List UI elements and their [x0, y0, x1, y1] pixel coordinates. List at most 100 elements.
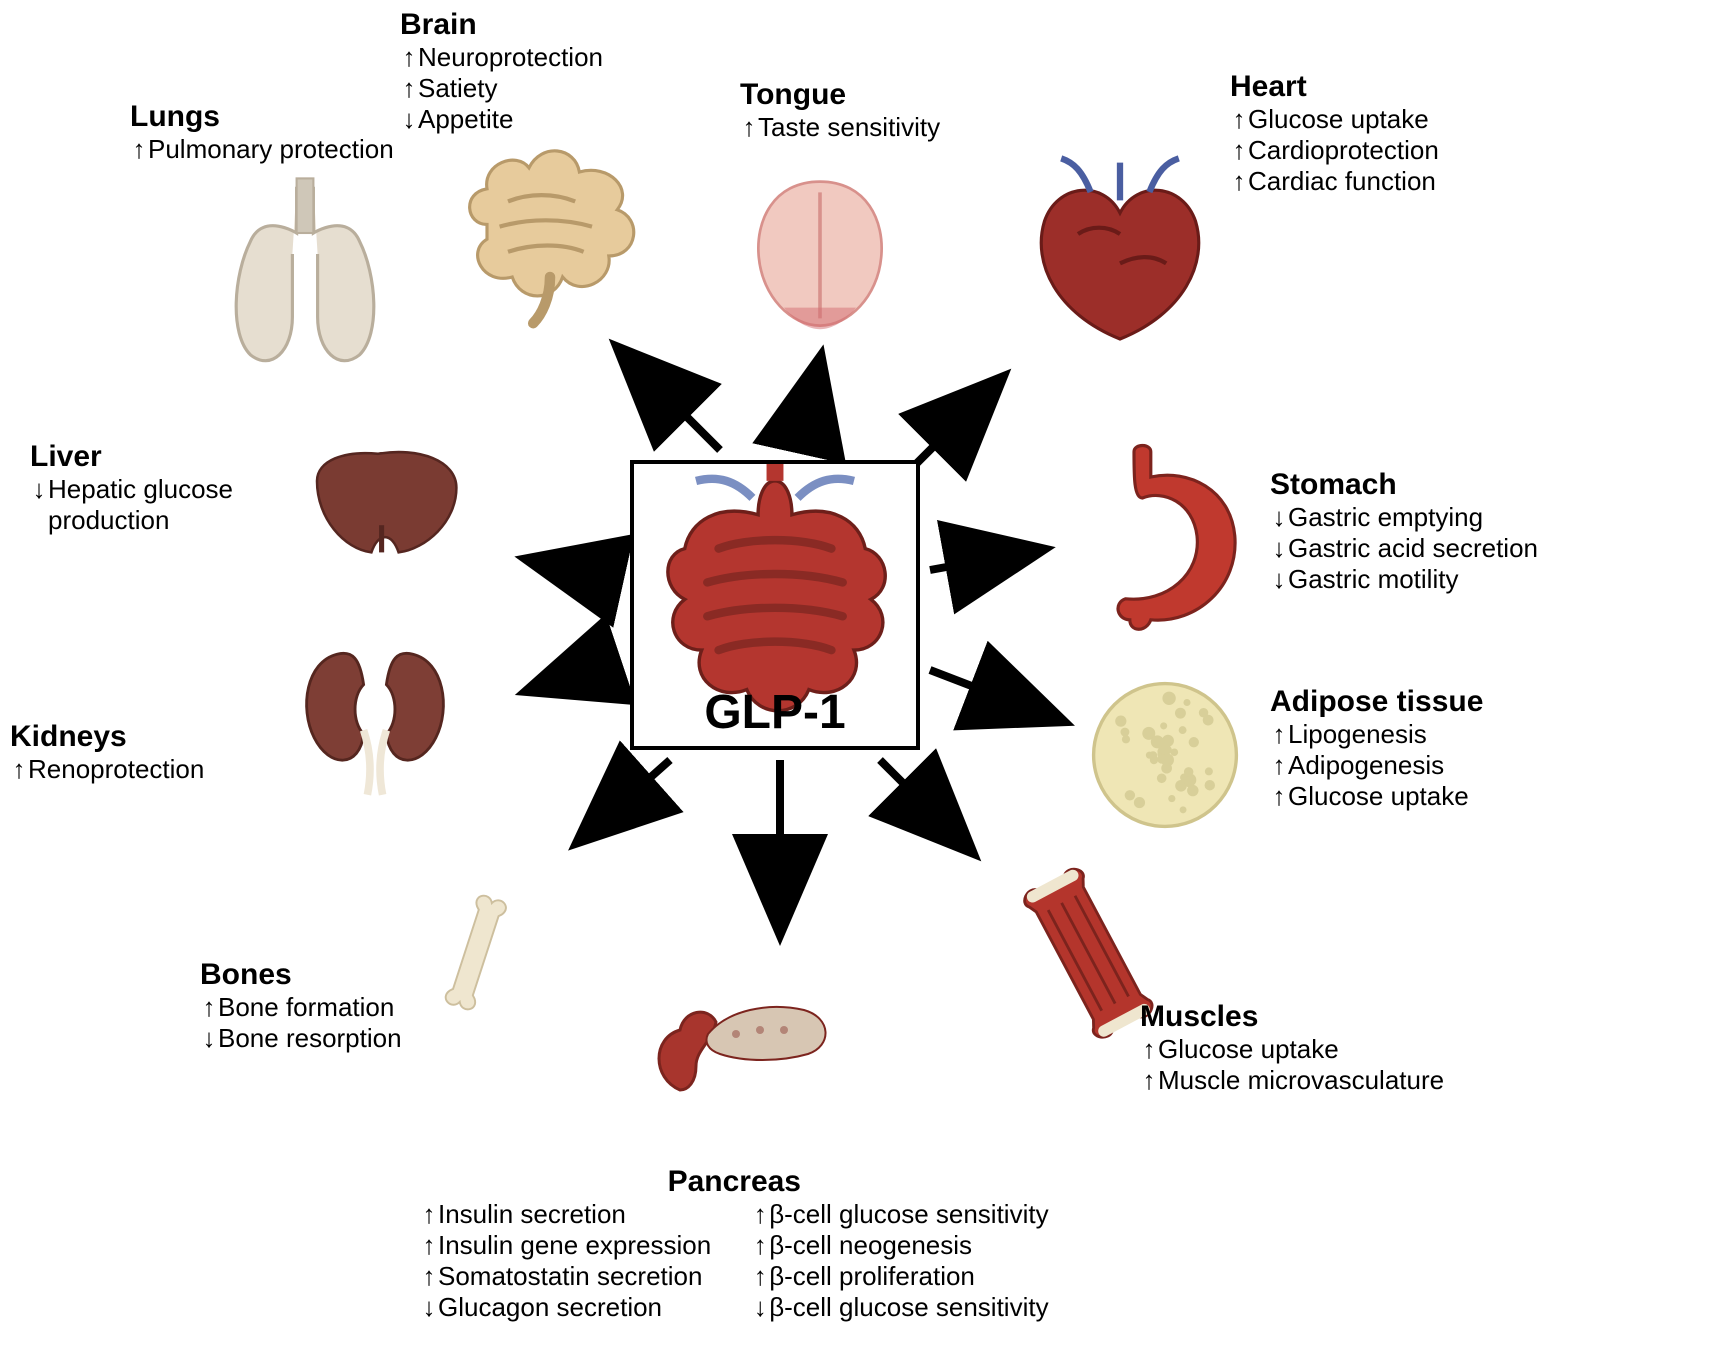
effect-arrow-down: ↓: [400, 104, 418, 135]
effect-row: ↑Bone formation: [200, 992, 402, 1023]
effect-row: ↑β-cell neogenesis: [751, 1230, 1048, 1261]
effect-text: production: [48, 505, 169, 535]
effect-arrow-down: ↓: [751, 1292, 769, 1323]
effect-row: ↓Appetite: [400, 104, 603, 135]
effect-text: Bone formation: [218, 992, 394, 1022]
effect-row: ↑Muscle microvasculature: [1140, 1065, 1444, 1096]
pancreas-icon: [580, 950, 900, 1150]
effect-row: ↑Lipogenesis: [1270, 719, 1483, 750]
effect-row: ↑Glucose uptake: [1230, 104, 1439, 135]
pancreas-col-left: ↑Insulin secretion↑Insulin gene expressi…: [420, 1199, 711, 1323]
effect-row: ↑β-cell glucose sensitivity: [751, 1199, 1048, 1230]
effect-row: ↓Hepatic glucose: [30, 474, 233, 505]
effect-arrow-up: ↑: [751, 1199, 769, 1230]
pancreas-block: Pancreas↑Insulin secretion↑Insulin gene …: [420, 1165, 1049, 1323]
arrow-to-brain: [620, 350, 720, 450]
effect-row: ↑β-cell proliferation: [751, 1261, 1048, 1292]
effect-row: ↓Bone resorption: [200, 1023, 402, 1054]
kidneys-block: Kidneys↑Renoprotection: [10, 720, 204, 785]
effect-arrow-up: ↑: [1140, 1065, 1158, 1096]
liver-icon: [260, 430, 510, 600]
lungs-icon: [190, 170, 420, 380]
effect-text: Bone resorption: [218, 1023, 402, 1053]
effect-arrow-up: ↑: [420, 1199, 438, 1230]
effect-row: ↓Glucagon secretion: [420, 1292, 711, 1323]
effect-arrow-up: ↑: [740, 112, 758, 143]
stomach-block: Stomach↓Gastric emptying↓Gastric acid se…: [1270, 468, 1538, 595]
effect-arrow-up: ↑: [751, 1230, 769, 1261]
tongue-icon: [730, 160, 910, 340]
effect-text: Satiety: [418, 73, 498, 103]
effect-arrow-down: ↓: [1270, 533, 1288, 564]
effect-text: Cardiac function: [1248, 166, 1436, 196]
center-box: GLP-1: [630, 460, 920, 750]
stomach-icon: [1050, 430, 1260, 650]
effect-text: Neuroprotection: [418, 42, 603, 72]
effect-row: ↑Cardiac function: [1230, 166, 1439, 197]
effect-row: ↓β-cell glucose sensitivity: [751, 1292, 1048, 1323]
heart-title: Heart: [1230, 70, 1439, 104]
effect-arrow-up: ↑: [1270, 781, 1288, 812]
effect-arrow-down: ↓: [1270, 502, 1288, 533]
effect-row: ↓Gastric acid secretion: [1270, 533, 1538, 564]
effect-row: ↑Cardioprotection: [1230, 135, 1439, 166]
effect-text: Gastric acid secretion: [1288, 533, 1538, 563]
liver-block: Liver↓Hepatic glucoseproduction: [30, 440, 233, 536]
effect-arrow-up: ↑: [1230, 135, 1248, 166]
effect-row: ↑Glucose uptake: [1140, 1034, 1444, 1065]
muscles-block: Muscles↑Glucose uptake↑Muscle microvascu…: [1140, 1000, 1444, 1096]
stomach-title: Stomach: [1270, 468, 1538, 502]
arrow-to-liver: [530, 560, 620, 580]
effect-text: Glucose uptake: [1288, 781, 1469, 811]
effect-row: ↑Pulmonary protection: [130, 134, 394, 165]
effect-text: β-cell glucose sensitivity: [769, 1199, 1048, 1229]
effect-arrow-up: ↑: [200, 992, 218, 1023]
effect-arrow-down: ↓: [1270, 564, 1288, 595]
pancreas-col-right: ↑β-cell glucose sensitivity↑β-cell neoge…: [751, 1199, 1048, 1323]
effect-row: ↑Somatostatin secretion: [420, 1261, 711, 1292]
effect-row: ↓Gastric motility: [1270, 564, 1538, 595]
effect-text: β-cell glucose sensitivity: [769, 1292, 1048, 1322]
tongue-title: Tongue: [740, 78, 940, 112]
effect-row: ↑Adipogenesis: [1270, 750, 1483, 781]
effect-arrow-up: ↑: [420, 1261, 438, 1292]
effect-text: Somatostatin secretion: [438, 1261, 702, 1291]
effect-text: Gastric emptying: [1288, 502, 1483, 532]
effect-text: Insulin secretion: [438, 1199, 626, 1229]
bones-block: Bones↑Bone formation↓Bone resorption: [200, 958, 402, 1054]
effect-arrow-up: ↑: [420, 1230, 438, 1261]
effect-text: Muscle microvasculature: [1158, 1065, 1444, 1095]
heart-block: Heart↑Glucose uptake↑Cardioprotection↑Ca…: [1230, 70, 1439, 197]
heart-icon: [1010, 150, 1230, 360]
effect-arrow-up: ↑: [1270, 719, 1288, 750]
effect-arrow-up: ↑: [1140, 1034, 1158, 1065]
effect-arrow-up: ↑: [1230, 166, 1248, 197]
arrow-to-bones: [580, 760, 670, 840]
effect-text: Insulin gene expression: [438, 1230, 711, 1260]
effect-arrow-up: ↑: [1230, 104, 1248, 135]
effect-text: Pulmonary protection: [148, 134, 394, 164]
lungs-block: Lungs↑Pulmonary protection: [130, 100, 394, 165]
tongue-block: Tongue↑Taste sensitivity: [740, 78, 940, 143]
kidneys-icon: [250, 620, 500, 810]
arrow-to-tongue: [800, 360, 820, 450]
lungs-title: Lungs: [130, 100, 394, 134]
arrow-to-stomach: [930, 550, 1040, 570]
effect-row: ↑Taste sensitivity: [740, 112, 940, 143]
effect-text: Hepatic glucose: [48, 474, 233, 504]
effect-arrow-down: ↓: [420, 1292, 438, 1323]
effect-text: β-cell proliferation: [769, 1261, 975, 1291]
pancreas-title: Pancreas: [420, 1165, 1049, 1199]
bones-title: Bones: [200, 958, 402, 992]
effect-row: ↑Satiety: [400, 73, 603, 104]
kidneys-title: Kidneys: [10, 720, 204, 754]
arrow-to-adipose: [930, 670, 1060, 720]
effect-text: Appetite: [418, 104, 513, 134]
effect-text: Glucose uptake: [1158, 1034, 1339, 1064]
effect-arrow-up: ↑: [130, 134, 148, 165]
effect-row: ↑Neuroprotection: [400, 42, 603, 73]
brain-block: Brain↑Neuroprotection↑Satiety↓Appetite: [400, 8, 603, 135]
arrow-to-kidneys: [530, 660, 620, 690]
effect-arrow-up: ↑: [400, 73, 418, 104]
effect-text: Lipogenesis: [1288, 719, 1427, 749]
